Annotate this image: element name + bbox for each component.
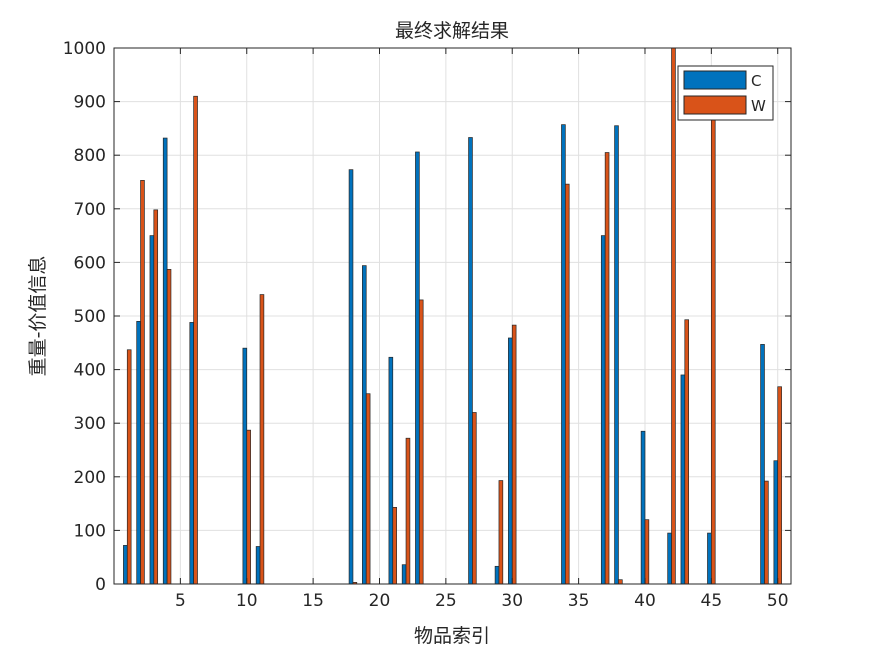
- bar-c-30: [508, 337, 513, 585]
- axis-ticks: 0 100 200 300 400 500 600 700 800 900 1000 5 10 15 20 2…: [63, 39, 791, 611]
- bar-w-40: [644, 519, 650, 585]
- bar-c-19: [362, 265, 367, 585]
- y-tick-label: 600: [74, 253, 106, 273]
- legend-swatch-w: [683, 95, 747, 115]
- x-tick-label: 50: [767, 591, 789, 611]
- bar-c-27: [468, 137, 473, 585]
- bar-w-10: [246, 429, 251, 585]
- bar-w-1: [126, 349, 132, 585]
- bar-c-3: [149, 235, 155, 585]
- bar-w-49: [764, 480, 769, 585]
- bar-w-19: [365, 393, 371, 585]
- x-tick-label: 25: [435, 591, 457, 611]
- x-tick-label: 40: [634, 591, 656, 611]
- x-tick-label: 15: [302, 591, 324, 611]
- y-tick-label: 700: [74, 200, 106, 220]
- x-tick-label: 35: [568, 591, 590, 611]
- y-tick-label: 900: [74, 93, 106, 113]
- y-tick-label: 500: [74, 307, 106, 327]
- bar-w-34: [564, 183, 570, 585]
- legend-swatch-c: [683, 70, 747, 90]
- bar-c-1: [123, 545, 128, 585]
- bar-w-42: [671, 47, 676, 585]
- bar-w-4: [166, 269, 172, 585]
- bar-c-42: [667, 532, 672, 585]
- bar-w-3: [153, 209, 159, 585]
- x-tick-label: 45: [701, 591, 723, 611]
- bar-c-38: [614, 125, 619, 585]
- bar-c-40: [640, 430, 646, 585]
- bar-c-4: [162, 137, 168, 585]
- bar-c-6: [189, 322, 195, 585]
- bar-w-23: [418, 299, 424, 585]
- y-tick-label: 200: [74, 468, 106, 488]
- bar-w-38: [618, 579, 623, 585]
- bar-w-30: [511, 324, 517, 585]
- y-tick-label: 0: [95, 575, 106, 595]
- bar-c-50: [773, 460, 779, 585]
- bar-c-34: [561, 124, 566, 585]
- y-tick-label: 800: [74, 146, 106, 166]
- legend: C W: [677, 65, 774, 121]
- bar-c-49: [760, 344, 765, 585]
- bar-w-11: [259, 294, 265, 585]
- bar-w-6: [193, 95, 198, 585]
- bar-c-45: [707, 532, 712, 585]
- bar-c-18: [348, 169, 354, 585]
- legend-label-c: C: [751, 72, 761, 90]
- chart-title: 最终求解结果: [395, 20, 509, 42]
- bar-c-29: [494, 565, 500, 585]
- x-axis-label: 物品索引: [414, 625, 490, 647]
- bar-c-11: [255, 546, 261, 585]
- bar-w-45: [710, 117, 716, 585]
- y-tick-label: 1000: [63, 39, 106, 59]
- x-tick-label: 20: [369, 591, 391, 611]
- x-tick-label: 30: [501, 591, 523, 611]
- bar-c-37: [600, 235, 606, 585]
- bar-c-22: [401, 564, 407, 585]
- x-tick-label: 5: [175, 591, 186, 611]
- bar-c-10: [242, 347, 248, 585]
- bar-w-50: [777, 386, 782, 585]
- y-tick-label: 100: [74, 521, 106, 541]
- bar-c-23: [415, 151, 420, 585]
- bar-c-43: [680, 374, 686, 585]
- x-tick-label: 10: [236, 591, 258, 611]
- bar-w-22: [405, 437, 411, 585]
- bar-w-43: [684, 319, 689, 585]
- bar-w-2: [140, 180, 145, 585]
- bar-w-29: [498, 480, 504, 585]
- legend-label-w: W: [751, 97, 766, 115]
- bar-c-21: [388, 356, 394, 585]
- y-tick-label: 300: [74, 414, 106, 434]
- bar-w-27: [472, 412, 477, 585]
- bar-c-2: [136, 321, 141, 585]
- y-tick-label: 400: [74, 361, 106, 381]
- bar-w-21: [392, 507, 397, 585]
- bar-w-37: [604, 152, 610, 585]
- y-axis-label: 重量-价值信息: [27, 256, 49, 377]
